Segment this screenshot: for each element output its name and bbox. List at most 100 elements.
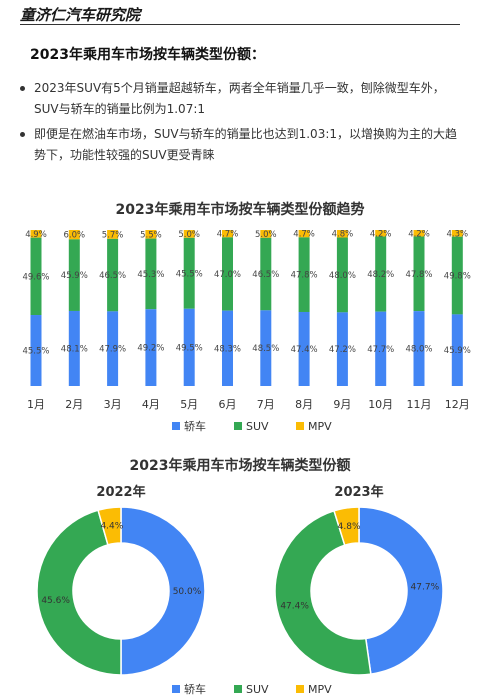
- bullet-list: 2023年SUV有5个月销量超越轿车，两者全年销量几乎一致，刨除微型车外，SUV…: [20, 78, 460, 170]
- x-tick-label: 7月: [257, 398, 275, 411]
- data-label-mpv: 4.8%: [332, 230, 354, 240]
- data-label-mpv: 4.7%: [217, 230, 239, 240]
- bar-segment-sedan: [222, 310, 233, 386]
- data-label-mpv: 4.2%: [408, 229, 430, 239]
- bar-segment-suv: [145, 238, 157, 310]
- bar-segment-mpv: [145, 230, 157, 239]
- bar-segment-suv: [107, 238, 119, 312]
- data-label-suv: 47.8%: [405, 270, 432, 280]
- bullet-text: 即便是在燃油车市场，SUV与轿车的销量比也达到1.03:1，以增换购为主的大趋势…: [34, 127, 458, 162]
- data-label-sedan: 45.5%: [22, 347, 49, 357]
- x-tick-label: 5月: [180, 398, 198, 411]
- x-tick-label: 11月: [407, 398, 432, 411]
- data-label-sedan: 48.5%: [252, 344, 279, 354]
- bar-segment-mpv: [30, 230, 42, 238]
- data-label-suv: 46.5%: [99, 271, 126, 281]
- stacked-bar-chart: 2023年乘用车市场按车辆类型份额趋势 4.9% 49.6% 45.5% 1月 6.0% 4…: [22, 201, 471, 433]
- data-label-suv: 48.0%: [329, 271, 356, 281]
- x-tick-label: 2月: [65, 398, 83, 411]
- bullet-dot-icon: [20, 132, 25, 137]
- legend-label: SUV: [246, 683, 269, 696]
- page-title: 2023年乘用车市场按车辆类型份额：: [30, 47, 265, 63]
- bullet-dot-icon: [20, 86, 25, 91]
- bar-segment-suv: [298, 237, 310, 312]
- slice-label: 47.7%: [411, 582, 440, 592]
- legend-label: MPV: [308, 420, 332, 433]
- bar-segment-mpv: [222, 230, 233, 238]
- bar-segment-mpv: [413, 230, 425, 237]
- bar-segment-mpv: [451, 230, 463, 237]
- x-tick-label: 9月: [333, 398, 351, 411]
- bar-segment-sedan: [107, 311, 119, 386]
- slice-label: 47.4%: [280, 602, 309, 612]
- donut-slice: [97, 506, 122, 546]
- legend-swatch: [172, 422, 180, 430]
- data-label-sedan: 45.9%: [444, 346, 471, 356]
- donut-charts: 2023年乘用车市场按车辆类型份额 2022年 50.0% 45.6% 4.4% 2023…: [36, 457, 444, 696]
- data-label-sedan: 47.2%: [329, 345, 356, 355]
- slice-label: 4.4%: [100, 522, 123, 532]
- data-label-mpv: 5.5%: [140, 230, 162, 240]
- bar-segment-sedan: [145, 309, 157, 386]
- bar-segment-mpv: [298, 230, 310, 238]
- x-tick-label: 6月: [219, 398, 237, 411]
- bar-segment-sedan: [375, 311, 387, 386]
- x-tick-label: 8月: [295, 398, 313, 411]
- slice-label: 4.8%: [338, 522, 361, 532]
- bar-segment-mpv: [375, 230, 387, 237]
- legend-label: 轿车: [184, 419, 206, 433]
- data-label-sedan: 47.9%: [99, 345, 126, 355]
- data-label-suv: 47.0%: [214, 270, 241, 280]
- data-label-suv: 49.6%: [22, 272, 49, 282]
- data-label-suv: 45.9%: [61, 271, 88, 281]
- bar-segment-sedan: [413, 311, 425, 386]
- data-label-mpv: 5.0%: [178, 230, 200, 240]
- data-label-sedan: 48.1%: [61, 344, 88, 354]
- donut-subtitle: 2022年: [96, 484, 145, 500]
- bar-segment-sedan: [336, 312, 348, 386]
- data-label-suv: 45.3%: [137, 270, 164, 280]
- data-label-sedan: 48.3%: [214, 344, 241, 354]
- x-tick-label: 4月: [142, 398, 160, 411]
- data-label-suv: 48.2%: [367, 270, 394, 280]
- data-label-mpv: 4.3%: [446, 229, 468, 239]
- data-label-mpv: 5.7%: [102, 230, 124, 240]
- bar-segment-sedan: [451, 314, 463, 386]
- bar-segment-suv: [30, 237, 42, 316]
- legend-swatch: [296, 685, 304, 693]
- bar-segment-suv: [183, 237, 195, 309]
- bar-segment-sedan: [183, 308, 195, 386]
- bullet-item: 即便是在燃油车市场，SUV与轿车的销量比也达到1.03:1，以增换购为主的大趋势…: [20, 124, 460, 166]
- donut-slice: [36, 509, 122, 676]
- bar-segment-mpv: [107, 230, 119, 239]
- slice-label: 50.0%: [173, 587, 202, 597]
- slice-label: 45.6%: [41, 596, 70, 606]
- bar-segment-mpv: [183, 230, 195, 238]
- bar-segment-mpv: [260, 230, 272, 238]
- bar-segment-suv: [336, 237, 348, 313]
- donut-slice: [333, 506, 360, 547]
- data-label-mpv: 4.9%: [25, 230, 47, 240]
- bar-segment-sedan: [298, 311, 310, 386]
- donut-slice: [358, 506, 444, 676]
- brand-logo: 童济仁汽车研究院: [20, 6, 141, 24]
- chart-title: 2023年乘用车市场按车辆类型份额趋势: [116, 201, 365, 218]
- bullet-item: 2023年SUV有5个月销量超越轿车，两者全年销量几乎一致，刨除微型车外，SUV…: [20, 78, 460, 120]
- data-label-sedan: 47.7%: [367, 345, 394, 355]
- bar-segment-mpv: [336, 230, 348, 238]
- bar-segment-suv: [222, 237, 233, 311]
- bar-segment-suv: [375, 236, 387, 312]
- data-label-suv: 49.8%: [444, 272, 471, 282]
- donut-slice: [274, 509, 372, 676]
- legend-swatch: [234, 422, 242, 430]
- x-tick-label: 3月: [104, 398, 122, 411]
- x-tick-label: 12月: [445, 398, 470, 411]
- data-label-suv: 47.8%: [291, 271, 318, 281]
- chart-title: 2023年乘用车市场按车辆类型份额: [130, 457, 351, 474]
- bullet-text: 2023年SUV有5个月销量超越轿车，两者全年销量几乎一致，刨除微型车外，SUV…: [34, 81, 445, 116]
- header-divider: [20, 24, 460, 25]
- bar-segment-sedan: [68, 310, 80, 386]
- bar-segment-suv: [68, 239, 80, 311]
- bar-segment-sedan: [260, 310, 272, 386]
- data-label-suv: 45.5%: [176, 269, 203, 279]
